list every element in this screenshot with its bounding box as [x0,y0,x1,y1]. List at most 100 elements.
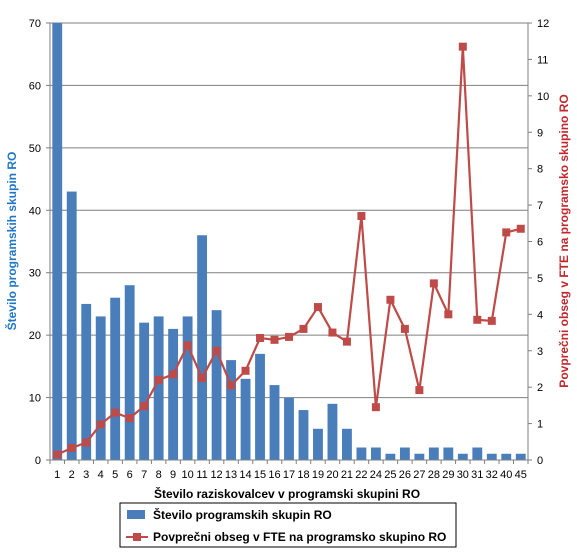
fte-marker-11 [198,374,207,383]
x-tick-label: 6 [127,469,133,481]
bar-21 [342,428,352,460]
fte-marker-1 [53,450,62,459]
x-tick-label: 8 [156,469,162,481]
x-tick-label: 22 [355,469,367,481]
x-tick-label: 5 [112,469,118,481]
x-axis-title: Število raziskovalcev v programski skupi… [154,486,420,501]
x-tick-label: 16 [268,469,280,481]
legend-label-bars: Število programskih skupin RO [153,507,332,522]
fte-marker-8 [154,375,163,384]
x-tick-label: 10 [181,469,193,481]
fte-marker-2 [67,443,76,452]
x-tick-label: 11 [196,469,207,481]
x-tick-label: 26 [399,469,411,481]
fte-marker-7 [140,402,149,411]
x-tick-label: 32 [486,469,498,481]
left-tick-label: 10 [29,393,41,405]
x-tick-label: 30 [457,469,469,481]
x-tick-label: 40 [500,469,512,481]
x-tick-label: 13 [225,469,237,481]
fte-marker-30 [458,42,467,51]
bar-2 [66,191,77,461]
bar-5 [110,297,121,460]
legend-label-line: Povprečni obseg v FTE na programsko skup… [153,530,446,544]
x-tick-label: 21 [341,469,353,481]
axes [46,22,532,464]
bar-1 [52,23,63,460]
bar-27 [414,453,425,460]
right-tick-label: 5 [537,273,543,285]
bar-6 [124,285,135,460]
fte-marker-6 [125,414,134,423]
left-tick-label: 30 [29,268,41,280]
bar-14 [240,378,251,460]
x-tick-label: 29 [442,469,454,481]
x-tick-label: 7 [141,469,147,481]
fte-marker-25 [386,295,395,304]
fte-marker-18 [299,324,308,333]
right-tick-label: 2 [537,382,543,394]
bar-18 [298,410,309,460]
fte-marker-45 [516,224,525,233]
bar-30 [457,453,468,460]
fte-marker-24 [371,403,380,412]
x-tick-label: 24 [370,469,382,481]
fte-marker-40 [502,228,511,237]
right-tick-label: 6 [537,237,543,249]
bar-15 [255,353,265,460]
bar-16 [269,385,280,460]
fte-marker-16 [270,335,279,344]
bar-9 [168,328,179,460]
bar-32 [486,453,497,460]
x-tick-label: 4 [98,469,104,481]
bar-series [52,23,526,461]
fte-marker-3 [82,438,91,447]
left-axis-ticks: 0 10 20 30 40 50 60 70 [29,18,41,467]
x-axis-ticks: 1 2 3 4 5 6 7 8 9 10 11 12 13 14 15 16 17 18 19 20 21 22 24 25 2… [54,469,527,481]
x-tick-label: 12 [210,469,222,481]
left-tick-label: 0 [35,455,41,467]
legend-swatch-marker [133,533,141,541]
fte-marker-17 [285,332,293,341]
x-tick-label: 31 [471,469,483,481]
bar-31 [472,447,483,460]
left-tick-label: 50 [29,143,41,155]
x-tick-label: 18 [297,469,309,481]
bar-17 [284,397,294,460]
right-tick-label: 12 [537,18,549,30]
fte-marker-10 [183,341,192,350]
line-series [53,42,525,459]
x-tick-label: 17 [283,469,295,481]
x-tick-label: 45 [515,469,527,481]
x-tick-label: 14 [239,469,251,481]
left-axis-title: Število programskih skupin RO [4,152,19,331]
bar-26 [399,447,410,460]
bar-13 [226,360,236,460]
bar-4 [95,316,106,460]
fte-marker-15 [256,334,265,343]
fte-marker-4 [96,420,105,429]
fte-marker-9 [169,370,178,379]
fte-marker-31 [473,315,482,324]
bar-40 [501,453,512,460]
bar-29 [443,447,454,460]
fte-marker-20 [328,328,337,337]
x-tick-label: 25 [384,469,396,481]
right-tick-label: 9 [537,127,543,139]
fte-marker-13 [227,381,236,390]
left-tick-label: 70 [29,18,41,30]
fte-marker-5 [111,408,120,417]
fte-marker-12 [212,346,221,355]
right-tick-label: 1 [537,419,543,431]
bar-22 [356,447,367,460]
fte-marker-22 [357,212,366,221]
x-tick-label: 15 [254,469,266,481]
bar-8 [153,316,164,460]
bar-45 [515,453,526,460]
right-axis-title: Povprečni obseg v FTE na programsko skup… [557,94,571,387]
right-tick-label: 4 [537,309,543,321]
bar-12 [211,310,222,460]
